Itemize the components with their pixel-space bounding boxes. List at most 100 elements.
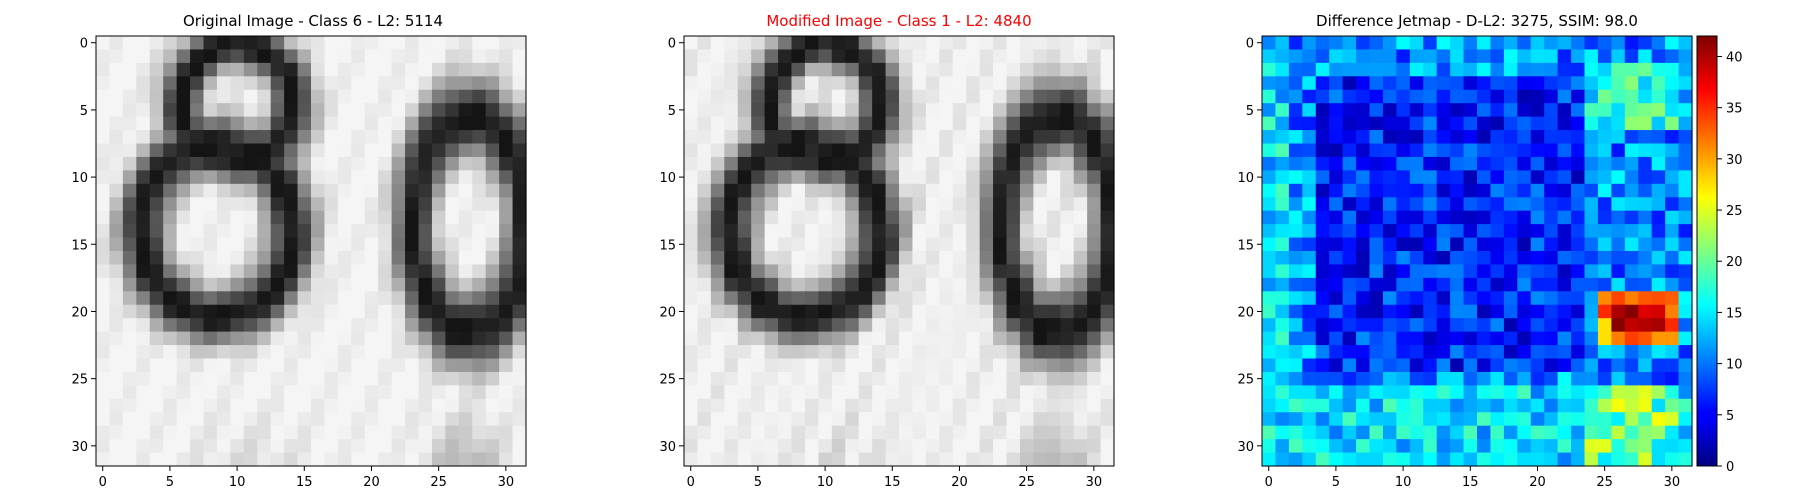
pixel-cell	[1423, 398, 1438, 413]
pixel-cell	[684, 452, 699, 467]
pixel-cell	[724, 318, 739, 333]
pixel-cell	[96, 385, 111, 400]
pixel-cell	[1611, 291, 1626, 306]
pixel-cell	[939, 237, 954, 252]
pixel-cell	[1611, 331, 1626, 346]
pixel-cell	[1544, 318, 1559, 333]
pixel-cell	[1342, 156, 1357, 171]
pixel-cell	[979, 412, 994, 427]
pixel-cell	[1503, 345, 1518, 360]
pixel-cell	[216, 277, 231, 292]
pixel-cell	[737, 210, 752, 225]
pixel-cell	[1288, 412, 1303, 427]
pixel-cell	[378, 210, 393, 225]
pixel-cell	[1302, 224, 1317, 239]
pixel-cell	[485, 103, 500, 118]
pixel-cell	[885, 251, 900, 266]
pixel-cell	[1503, 331, 1518, 346]
pixel-cell	[899, 318, 914, 333]
pixel-cell	[499, 371, 514, 386]
pixel-cell	[203, 143, 218, 158]
pixel-cell	[1396, 291, 1411, 306]
pixel-cell	[176, 331, 191, 346]
pixel-cell	[96, 439, 111, 454]
pixel-cell	[1571, 237, 1586, 252]
pixel-cell	[791, 277, 806, 292]
pixel-cell	[1517, 331, 1532, 346]
pixel-cell	[1302, 385, 1317, 400]
pixel-cell	[499, 210, 514, 225]
pixel-cell	[351, 251, 366, 266]
pixel-cell	[203, 371, 218, 386]
pixel-cell	[499, 224, 514, 239]
pixel-cell	[1450, 89, 1465, 104]
pixel-cell	[499, 62, 514, 77]
pixel-cell	[176, 412, 191, 427]
pixel-cell	[1006, 183, 1021, 198]
pixel-cell	[1503, 89, 1518, 104]
pixel-cell	[845, 277, 860, 292]
pixel-cell	[925, 331, 940, 346]
colorbar-tick-label: 15	[1726, 306, 1743, 321]
pixel-cell	[243, 425, 258, 440]
pixel-cell	[1315, 49, 1330, 64]
pixel-cell	[1597, 76, 1612, 91]
pixel-cell	[324, 452, 339, 467]
pixel-cell	[1006, 76, 1021, 91]
pixel-cell	[1530, 224, 1545, 239]
pixel-cell	[1678, 49, 1693, 64]
pixel-cell	[136, 62, 151, 77]
pixel-cell	[1557, 116, 1572, 131]
pixel-cell	[109, 183, 124, 198]
pixel-cell	[445, 237, 460, 252]
pixel-cell	[190, 103, 205, 118]
pixel-cell	[1544, 36, 1559, 51]
pixel-cell	[190, 76, 205, 91]
pixel-cell	[899, 89, 914, 104]
pixel-cell	[324, 331, 339, 346]
pixel-cell	[1571, 304, 1586, 319]
pixel-cell	[1530, 412, 1545, 427]
pixel-cell	[1638, 371, 1653, 386]
pixel-cell	[458, 130, 473, 145]
pixel-cell	[1087, 371, 1102, 386]
pixel-cell	[445, 170, 460, 185]
pixel-cell	[778, 49, 793, 64]
pixel-cell	[1100, 331, 1115, 346]
pixel-cell	[1544, 277, 1559, 292]
pixel-cell	[203, 237, 218, 252]
pixel-cell	[431, 143, 446, 158]
pixel-cell	[1584, 156, 1599, 171]
pixel-cell	[1544, 385, 1559, 400]
pixel-cell	[458, 156, 473, 171]
pixel-cell	[1423, 412, 1438, 427]
pixel-cell	[405, 385, 420, 400]
pixel-cell	[925, 385, 940, 400]
pixel-cell	[872, 103, 887, 118]
pixel-cell	[1490, 116, 1505, 131]
pixel-cell	[324, 304, 339, 319]
pixel-cell	[1624, 183, 1639, 198]
pixel-cell	[364, 89, 379, 104]
pixel-cell	[405, 62, 420, 77]
pixel-cell	[751, 318, 766, 333]
pixel-cell	[939, 116, 954, 131]
pixel-cell	[1436, 103, 1451, 118]
pixel-cell	[337, 452, 352, 467]
pixel-cell	[1288, 291, 1303, 306]
pixel-cell	[1262, 425, 1277, 440]
pixel-cell	[230, 452, 245, 467]
pixel-cell	[1584, 237, 1599, 252]
pixel-cell	[109, 264, 124, 279]
pixel-cell	[1584, 371, 1599, 386]
pixel-cell	[136, 439, 151, 454]
pixel-cell	[1302, 277, 1317, 292]
pixel-cell	[993, 183, 1008, 198]
pixel-cell	[1046, 425, 1061, 440]
pixel-cell	[284, 62, 299, 77]
pixel-cell	[257, 412, 272, 427]
pixel-cell	[845, 358, 860, 373]
pixel-cell	[845, 62, 860, 77]
pixel-cell	[804, 103, 819, 118]
pixel-cell	[378, 237, 393, 252]
